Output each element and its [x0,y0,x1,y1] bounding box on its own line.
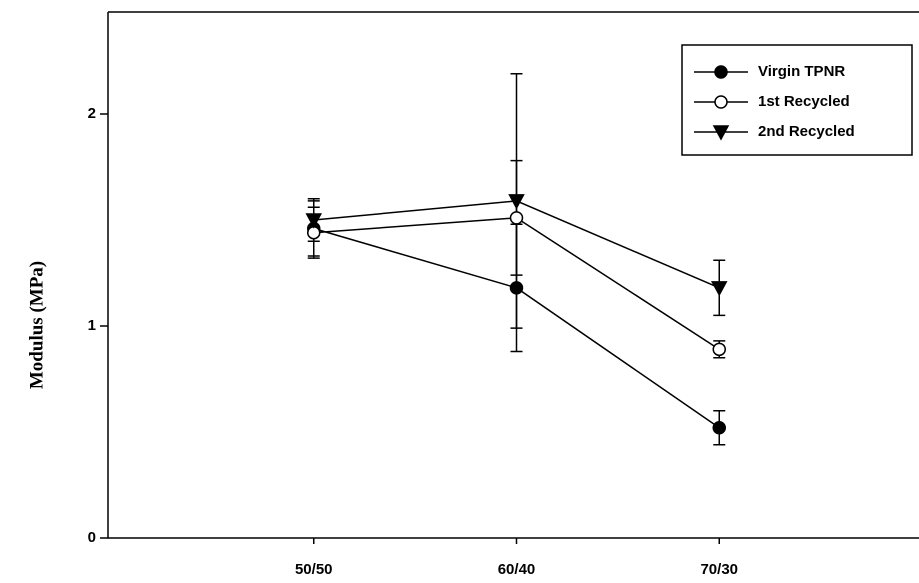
data-point [710,281,728,297]
data-point [712,342,726,357]
y-tick-label: 0 [88,529,96,546]
legend-marker [714,65,728,79]
legend-label: Virgin TPNR [758,63,845,80]
x-tick-label: 70/30 [700,561,738,578]
data-point [305,213,323,229]
data-point [508,194,525,210]
legend-label: 1st Recycled [758,93,850,110]
data-point [509,281,524,295]
legend-marker [712,125,730,141]
data-point [712,421,726,435]
y-tick-label: 1 [88,317,96,334]
data-point [509,211,524,225]
x-tick-label: 60/40 [498,561,536,578]
y-axis-label: Modulus (MPa) [26,261,47,389]
y-tick-label: 2 [88,105,96,122]
legend-marker [714,95,728,109]
legend-label: 2nd Recycled [758,123,855,140]
x-tick-label: 50/50 [295,561,333,578]
